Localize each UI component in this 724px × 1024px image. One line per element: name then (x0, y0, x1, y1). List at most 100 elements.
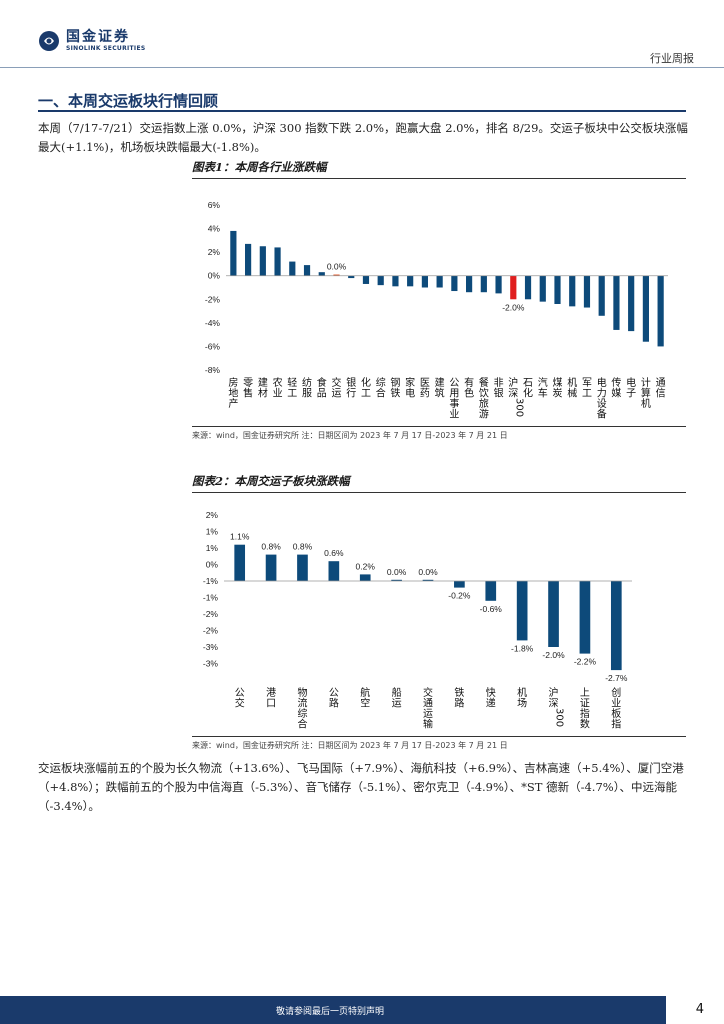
bar-1 (245, 243, 252, 276)
y-tick-label: 2% (206, 510, 219, 520)
y-tick-label: -4% (205, 318, 221, 328)
page-header: 国金证券 SINOLINK SECURITIES 行业周报 (0, 0, 724, 68)
bar-6 (422, 579, 434, 581)
category-label-char: 传 (611, 377, 621, 389)
y-tick-label: 0% (206, 560, 219, 570)
category-label-char: 输 (423, 718, 433, 731)
data-label: 0.0% (387, 567, 407, 577)
bar-3 (328, 561, 340, 581)
category-label-char: 食 (317, 376, 327, 389)
category-label-char: 铁 (454, 686, 464, 699)
bar-4 (359, 574, 371, 581)
category-label-char: 有 (464, 376, 474, 389)
category-label-char: 指 (611, 718, 621, 731)
bar-12 (610, 581, 622, 671)
y-tick-label: 1% (206, 543, 219, 553)
category-label-char: 药 (420, 388, 430, 400)
category-label-char: 子 (626, 388, 636, 400)
category-label-char: 车 (538, 387, 548, 400)
bar-21 (539, 275, 546, 302)
category-label-char: 业 (273, 388, 283, 400)
transport-subsector-chart: 2%1%1%0%-1%-1%-2%-2%-3%-3%1.1%公交0.8%港口0.… (203, 510, 632, 731)
bar-9 (362, 275, 370, 284)
y-tick-label: 4% (208, 224, 221, 234)
bar-16 (466, 275, 473, 293)
bar-13 (421, 275, 428, 288)
category-label-char: 化 (523, 387, 533, 400)
category-label-char: 电 (626, 376, 636, 389)
data-label: -1.8% (511, 643, 534, 653)
bar-27 (628, 275, 635, 332)
category-label-char: 板 (611, 707, 621, 720)
category-label-char: 农 (273, 376, 283, 389)
bar-14 (436, 275, 443, 288)
figure1-title: 图表1：本周各行业涨跌幅 (192, 160, 327, 174)
bar-12 (407, 275, 414, 287)
category-label-char: 沪 (549, 686, 559, 699)
category-label-char: 工 (582, 389, 592, 400)
category-label-char: 零 (243, 377, 253, 389)
category-label-char: 服 (302, 388, 312, 400)
report-type-label: 行业周报 (650, 52, 694, 65)
bar-0 (234, 544, 246, 581)
y-tick-label: -6% (205, 341, 221, 351)
industry-returns-chart: 6%4%2%0%-2%-4%-6%-8%房地产零售建材农业轻工纺服食品0.0%交… (205, 200, 668, 421)
data-label: 0.2% (356, 561, 376, 571)
bar-2 (259, 246, 266, 276)
y-tick-label: -2% (205, 294, 221, 304)
category-label-char: 算 (641, 387, 651, 400)
category-label-char: 电 (405, 387, 415, 400)
data-label: 0.6% (324, 548, 344, 558)
bar-15 (451, 275, 458, 292)
category-label-char: 港 (266, 687, 276, 699)
category-label-char: 建 (258, 376, 268, 389)
data-label: 0.0% (327, 262, 347, 272)
bar-2 (297, 554, 308, 581)
bar-28 (642, 275, 649, 342)
bar-19 (510, 275, 517, 300)
category-label-digits: 300 (554, 708, 565, 727)
category-label-char: 通 (656, 377, 666, 389)
data-label: 1.1% (230, 532, 250, 542)
bar-25 (598, 275, 605, 316)
y-tick-label: -1% (203, 593, 219, 603)
data-label: -2.0% (542, 650, 565, 660)
category-label-char: 行 (346, 387, 356, 400)
category-label-char: 餐 (479, 376, 489, 389)
category-label-char: 综 (297, 707, 307, 720)
category-label-char: 公 (449, 378, 459, 389)
category-label-char: 地 (228, 387, 238, 400)
bar-7 (333, 274, 340, 276)
bar-10 (377, 275, 384, 286)
category-label-char: 化 (361, 376, 371, 389)
category-label-char: 力 (597, 387, 607, 400)
data-label: -2.7% (605, 673, 628, 683)
bar-26 (613, 275, 620, 330)
category-label-char: 业 (449, 409, 459, 421)
page-footer: 敬请参阅最后一页特别声明 4 (0, 996, 724, 1024)
category-label-char: 通 (423, 698, 433, 710)
category-label-char: 汽 (538, 376, 548, 389)
y-tick-label: -3% (203, 659, 219, 669)
category-label-char: 证 (580, 698, 590, 710)
category-label-char: 运 (332, 388, 342, 400)
data-label: -2.2% (574, 657, 597, 667)
y-tick-label: -2% (203, 626, 219, 636)
category-label-char: 合 (297, 718, 307, 731)
category-label-digits: 300 (513, 398, 524, 417)
y-tick-label: -1% (203, 576, 219, 586)
figure1-source: 来源：wind，国金证券研究所 注：日期区间为 2023 年 7 月 17 日-… (192, 431, 508, 440)
category-label-char: 深 (508, 388, 518, 400)
category-label-char: 电 (597, 376, 607, 389)
category-label-char: 路 (454, 697, 464, 710)
category-label-char: 筑 (435, 387, 445, 400)
bar-5 (303, 265, 311, 276)
category-label-char: 流 (297, 697, 307, 710)
category-label-char: 煤 (553, 376, 563, 389)
y-tick-label: -8% (205, 365, 221, 375)
category-label-char: 交 (332, 376, 342, 389)
category-label-char: 数 (580, 718, 590, 731)
bar-17 (480, 275, 487, 293)
category-label-char: 机 (517, 686, 527, 699)
category-label-char: 运 (423, 708, 433, 720)
